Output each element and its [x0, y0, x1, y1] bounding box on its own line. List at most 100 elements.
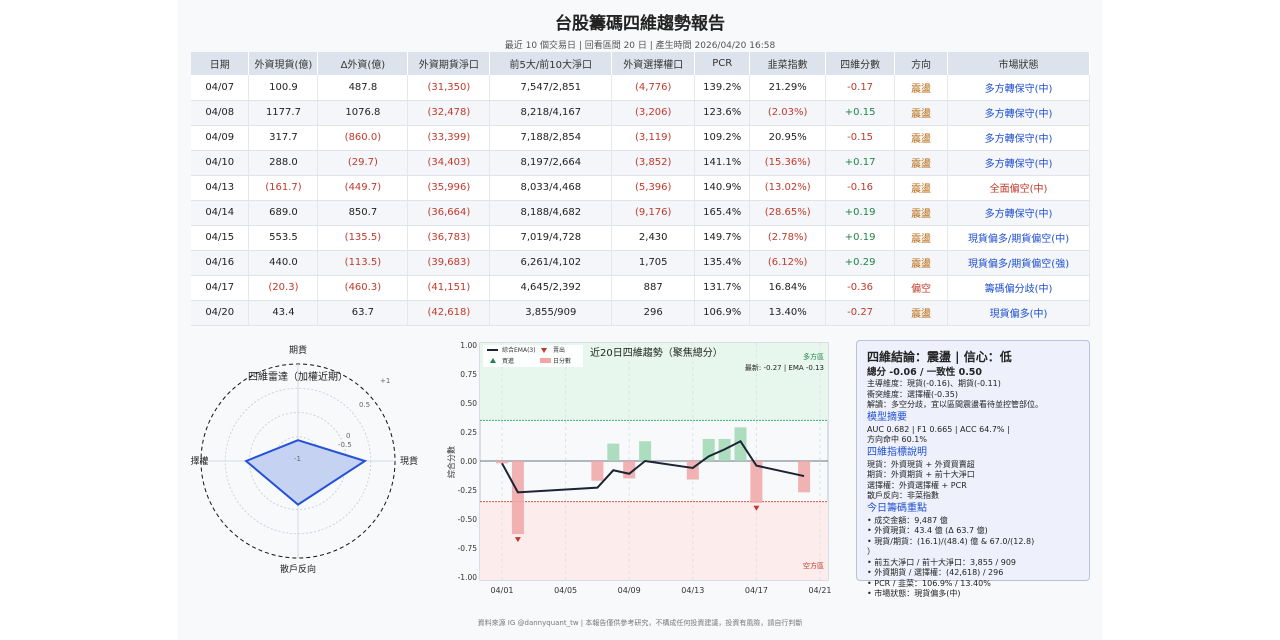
x-tick-label: 04/13 — [681, 586, 704, 595]
table-cell: 131.7% — [694, 275, 751, 301]
table-cell: 140.9% — [694, 175, 751, 201]
table-cell: (36,783) — [407, 225, 491, 251]
legend-label: 賣出 — [553, 346, 565, 354]
column-header: 方向 — [894, 52, 949, 75]
table-cell: 多方轉保守(中) — [947, 200, 1090, 226]
table-cell: -0.15 — [825, 125, 896, 151]
table-row: 04/07 100.9 487.8 (31,350) 7,547/2,851 (4,776… — [191, 75, 1090, 101]
table-row: 04/20 43.4 63.7 (42,618) 3,855/909 296 106.9% 1… — [191, 300, 1090, 326]
model-section-title: 模型摘要 — [867, 411, 907, 423]
table-cell: +0.19 — [825, 225, 896, 251]
table-cell: 1177.7 — [248, 100, 319, 126]
line: • 外資現貨：43.4 億 (Δ 63.7 億) — [867, 526, 988, 535]
legend-label: 綜合EMA(3) — [502, 346, 536, 354]
table-cell: 4,645/2,392 — [489, 275, 613, 301]
table-cell: 7,019/4,728 — [489, 225, 613, 251]
table-cell: (28.65%) — [749, 200, 827, 226]
line: • PCR / 韭菜：106.9% / 13.40% — [867, 578, 991, 588]
score-bar — [798, 461, 811, 493]
table-cell: 多方轉保守(中) — [947, 125, 1090, 151]
legend-sell-swatch — [541, 348, 547, 353]
table-cell: 全面偏空(中) — [947, 175, 1090, 201]
column-header: 四維分數 — [825, 52, 896, 75]
table-cell: 震盪 — [894, 200, 949, 226]
radar-axis-label: 期貨 — [289, 344, 307, 356]
y-tick-label: 0.50 — [460, 399, 477, 408]
table-cell: 317.7 — [248, 125, 319, 151]
table-cell: 04/13 — [191, 175, 250, 201]
table-cell: 123.6% — [694, 100, 751, 126]
today-section-title: 今日籌碼重點 — [867, 502, 927, 514]
score-bar — [702, 438, 715, 461]
table-cell: 7,547/2,851 — [489, 75, 613, 101]
table-header: 日期 外資現貨(億) Δ外資(億) 外資期貨淨口 前5大/前10大淨口 外資選擇權口 PCR… — [191, 52, 1090, 75]
table-cell: 440.0 — [248, 250, 319, 276]
score-bar — [496, 461, 508, 464]
table-cell: 04/14 — [191, 200, 250, 226]
table-cell: (36,664) — [407, 200, 491, 226]
sell-marker — [514, 537, 521, 543]
table-cell: 1076.8 — [317, 100, 409, 126]
line: 現貨：外資現貨 + 外資買賣超 — [867, 459, 975, 469]
radar-ring-label: 0.5 — [359, 401, 370, 409]
line: 衝突維度：選擇權(-0.35) — [867, 389, 958, 399]
line: AUC 0.682 | F1 0.665 | ACC 64.7% | — [867, 424, 1010, 434]
table-cell: 8,033/4,468 — [489, 175, 613, 201]
table-cell: 553.5 — [248, 225, 319, 251]
bear-zone-label: 空方區 — [803, 561, 824, 570]
score-bar — [734, 427, 747, 461]
line: • 外資期貨 / 選擇權：(42,618) / 296 — [867, 568, 1004, 577]
legend-bar-swatch — [540, 358, 551, 363]
score-bar — [591, 461, 604, 481]
table-cell: 04/09 — [191, 125, 250, 151]
legend-label: 日分數 — [553, 357, 571, 365]
bull-zone-label: 多方區 — [803, 352, 824, 361]
table-cell: 04/15 — [191, 225, 250, 251]
conclusion-panel: 四維結論：震盪 | 信心：低 總分 -0.06 / 一致性 0.50 主導維度：… — [856, 340, 1090, 598]
table-cell: 100.9 — [248, 75, 319, 101]
table-cell: 多方轉保守(中) — [947, 150, 1090, 176]
line: • 現貨/期貨：(16.1)/(48.4) 億 & 67.0/(12.8) — [867, 536, 1035, 546]
table-cell: (6.12%) — [749, 250, 827, 276]
table-cell: 3,855/909 — [489, 300, 613, 326]
radar-ring-label: -0.5 — [338, 441, 352, 449]
radar-ring-label: +1 — [380, 377, 390, 385]
table-cell: 850.7 — [317, 200, 409, 226]
legend-label: 買進 — [502, 357, 514, 365]
x-tick-label: 04/01 — [490, 586, 513, 595]
table-cell: (3,119) — [611, 125, 696, 151]
table-cell: (20.3) — [248, 275, 319, 301]
table-cell: (135.5) — [317, 225, 409, 251]
desc-section-title: 四維指標說明 — [867, 446, 927, 458]
ema-line — [501, 439, 805, 494]
table-cell: (460.3) — [317, 275, 409, 301]
table-cell: 21.29% — [749, 75, 827, 101]
table-cell: (4,776) — [611, 75, 696, 101]
score-bar — [639, 441, 652, 461]
table-cell: 震盪 — [894, 150, 949, 176]
x-tick-label: 04/05 — [554, 586, 577, 595]
table-cell: 多方轉保守(中) — [947, 100, 1090, 126]
table-cell: (34,403) — [407, 150, 491, 176]
total-score: 總分 -0.06 / 一致性 0.50 — [867, 367, 983, 378]
y-tick-label: -0.25 — [458, 486, 478, 495]
table-cell: 296 — [611, 300, 696, 326]
line: 期貨：外資期貨 + 前十大淨口 — [867, 470, 975, 479]
table-cell: 2,430 — [611, 225, 696, 251]
table-cell: 165.4% — [694, 200, 751, 226]
column-header: 韭菜指數 — [749, 52, 827, 75]
table-cell: (3,852) — [611, 150, 696, 176]
column-header: 外資選擇權口 — [611, 52, 696, 75]
bear-zone — [480, 501, 828, 580]
table-cell: 135.4% — [694, 250, 751, 276]
table-cell: (13.02%) — [749, 175, 827, 201]
y-tick-label: 0.00 — [460, 457, 477, 466]
table-cell: (31,350) — [407, 75, 491, 101]
table-row: 04/17 (20.3) (460.3) (41,151) 4,645/2,392 887… — [191, 275, 1090, 301]
page-title: 台股籌碼四維趨勢報告 — [555, 14, 725, 34]
column-header: 市場狀態 — [947, 52, 1090, 75]
table-cell: 04/10 — [191, 150, 250, 176]
table-cell: -0.17 — [825, 75, 896, 101]
line: 選擇權：外資選擇權 + PCR — [867, 480, 967, 490]
